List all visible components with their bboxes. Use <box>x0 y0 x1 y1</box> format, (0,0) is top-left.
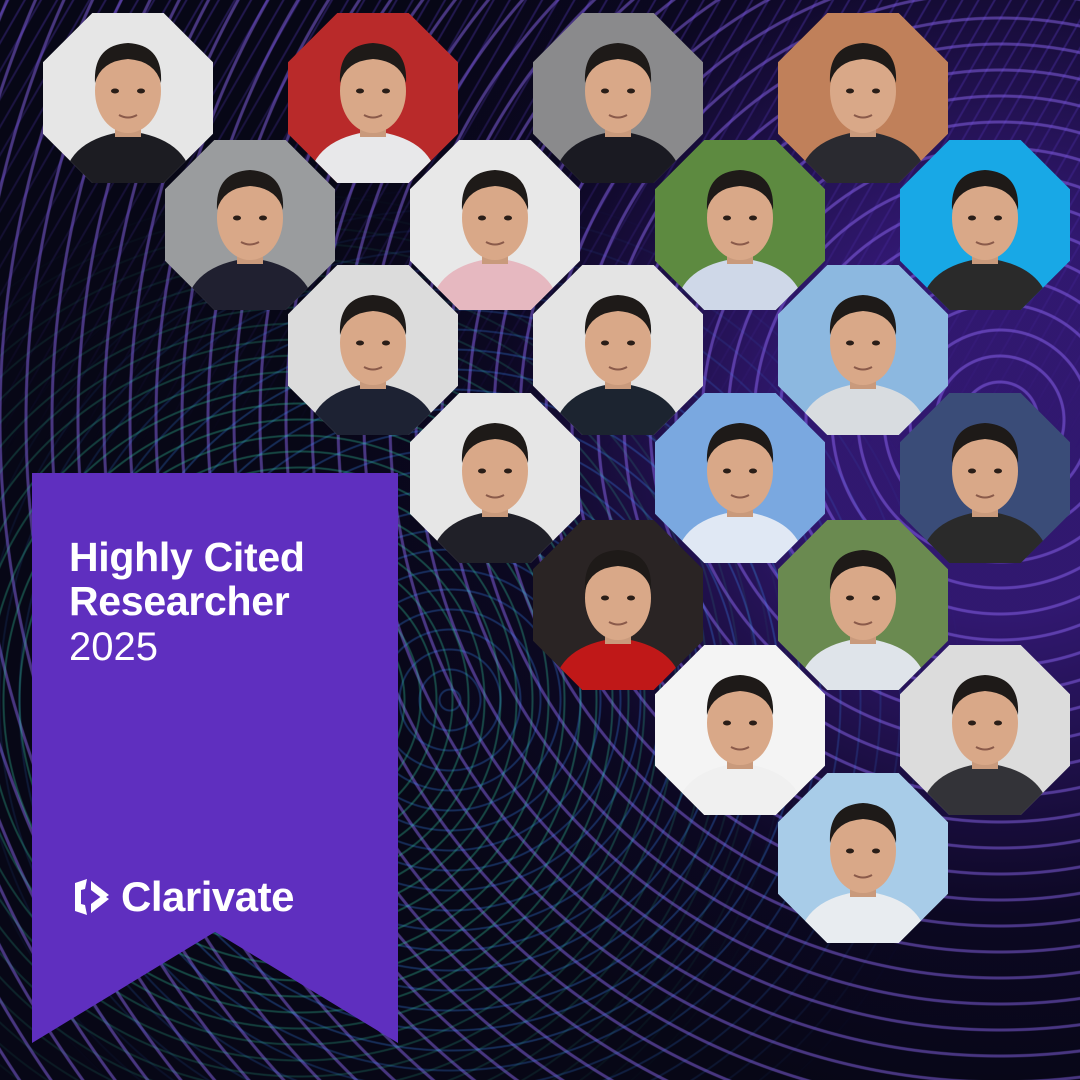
clarivate-logo-icon <box>75 879 109 915</box>
researcher-portrait <box>410 140 580 310</box>
researcher-portrait <box>655 645 825 815</box>
portrait-image <box>655 140 825 310</box>
portrait-image <box>533 265 703 435</box>
researcher-portrait <box>288 265 458 435</box>
brand-name: Clarivate <box>121 873 294 920</box>
researcher-portrait <box>655 140 825 310</box>
researcher-portrait <box>410 393 580 563</box>
researcher-portrait <box>900 645 1070 815</box>
portrait-image <box>533 520 703 690</box>
researcher-portrait <box>533 265 703 435</box>
clarivate-logo: Clarivate <box>69 873 294 921</box>
portrait-image <box>288 265 458 435</box>
portrait-image <box>165 140 335 310</box>
portrait-image <box>410 140 580 310</box>
portrait-image <box>43 13 213 183</box>
researcher-portrait <box>165 140 335 310</box>
portrait-image <box>410 393 580 563</box>
badge-year: 2025 <box>69 625 158 669</box>
researcher-portrait <box>288 13 458 183</box>
badge-title: Highly Cited Researcher <box>69 535 305 623</box>
badge-title-line1: Highly Cited <box>69 534 305 580</box>
researcher-portrait <box>778 773 948 943</box>
portrait-image <box>900 393 1070 563</box>
portrait-image <box>655 393 825 563</box>
researcher-portrait <box>900 393 1070 563</box>
researcher-portrait <box>778 265 948 435</box>
portrait-image <box>778 773 948 943</box>
portrait-image <box>655 645 825 815</box>
researcher-portrait <box>533 13 703 183</box>
researcher-portrait <box>900 140 1070 310</box>
researcher-portrait <box>43 13 213 183</box>
portrait-image <box>778 520 948 690</box>
researcher-portrait <box>655 393 825 563</box>
researcher-portrait <box>778 520 948 690</box>
portrait-image <box>778 265 948 435</box>
researcher-portrait <box>533 520 703 690</box>
researcher-portrait <box>778 13 948 183</box>
portrait-image <box>778 13 948 183</box>
badge-title-line2: Researcher <box>69 578 290 624</box>
portrait-image <box>533 13 703 183</box>
portrait-image <box>900 645 1070 815</box>
portrait-image <box>288 13 458 183</box>
portrait-image <box>900 140 1070 310</box>
